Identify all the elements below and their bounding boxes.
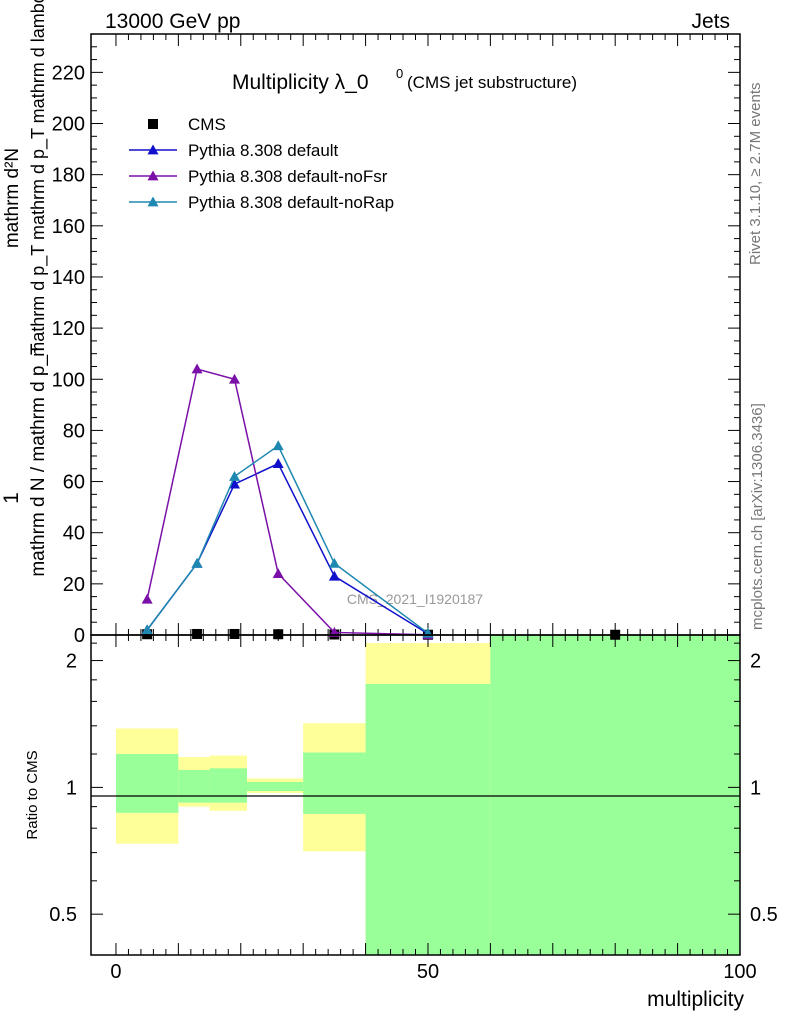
y-tick-label: 0	[74, 625, 85, 647]
data-point	[141, 624, 153, 635]
ratio-y-tick-label-right: 1	[750, 777, 761, 799]
title-sup: 0	[396, 66, 403, 81]
title-main: Multiplicity λ_0	[232, 71, 369, 94]
legend-marker	[147, 170, 159, 181]
legend-item: Pythia 8.308 default-noRap	[129, 193, 394, 212]
y-tick-label: 20	[63, 574, 85, 596]
series-pythia-8-308-default-nofsr	[141, 363, 434, 640]
watermark: CMS_2021_I1920187	[347, 591, 483, 607]
header-left: 13000 GeV pp	[105, 10, 240, 33]
legend-marker	[147, 144, 159, 155]
legend-label: Pythia 8.308 default	[188, 141, 339, 160]
y-tick-label: 200	[52, 114, 85, 136]
main-axis-ticks: 0 20 40 60 80 100 120 140 160 180 200 220	[52, 33, 741, 647]
series-group	[141, 363, 621, 640]
legend-marker	[147, 196, 159, 207]
x-tick-label: 100	[723, 961, 756, 983]
data-point	[328, 570, 340, 581]
data-point	[229, 470, 241, 481]
series-pythia-8-308-default	[141, 458, 434, 639]
series-line	[146, 368, 428, 636]
data-point	[229, 373, 241, 384]
legend-label: Pythia 8.308 default-noRap	[188, 193, 394, 212]
y-tick-label: 120	[52, 318, 85, 340]
ratio-y-tick-label-right: 0.5	[750, 904, 778, 926]
data-point	[191, 557, 203, 568]
legend-item: CMS	[148, 115, 226, 134]
ratio-y-tick-label: 0.5	[49, 904, 77, 926]
ylabel-prefix-den: mathrm d N / mathrm d p_T	[28, 343, 49, 577]
y-tick-label: 60	[63, 472, 85, 494]
ratio-band-stat	[178, 769, 210, 803]
data-point	[229, 478, 241, 489]
y-tick-label: 160	[52, 216, 85, 238]
ratio-y-tick-label: 1	[66, 777, 77, 799]
y-tick-label: 40	[63, 523, 85, 545]
legend-item: Pythia 8.308 default	[129, 141, 339, 160]
rivet-label: Rivet 3.1.10, ≥ 2.7M events	[747, 83, 764, 266]
data-point	[272, 568, 284, 579]
series-line	[146, 462, 429, 635]
ratio-band-stat	[365, 683, 491, 955]
title-sub: (CMS jet substructure)	[407, 73, 577, 92]
data-point	[328, 557, 340, 568]
y-tick-label: 140	[52, 267, 85, 289]
y-tick-label: 80	[63, 420, 85, 442]
data-point	[191, 363, 203, 374]
ratio-axis-ticks: 0 50 100 0.5 0.5 1 1 2 2	[49, 635, 778, 983]
series-pythia-8-308-default-norap	[141, 440, 434, 638]
ratio-y-tick-label: 2	[66, 651, 77, 673]
data-point	[272, 458, 284, 469]
ratio-band-stat	[209, 768, 248, 803]
ylabel-prefix-num: 1	[0, 492, 23, 504]
chart-title: Multiplicity λ_0 0 (CMS jet substructure…	[232, 66, 577, 94]
data-point	[229, 628, 240, 639]
series-line	[146, 444, 429, 634]
data-point	[141, 593, 153, 604]
y-tick-label: 220	[52, 62, 85, 84]
mcplots-label: mcplots.cern.ch [arXiv:1306.3436]	[749, 403, 766, 630]
x-axis-label: multiplicity	[647, 988, 744, 1011]
ylabel-numerator: mathrm d²N	[2, 148, 23, 248]
ratio-ylabel: Ratio to CMS	[24, 750, 41, 839]
ratio-band-stat	[247, 781, 304, 792]
y-axis-label: 1 mathrm d N / mathrm d p_T mathrm d²N m…	[0, 0, 49, 577]
x-tick-label: 50	[417, 961, 439, 983]
legend-marker	[148, 119, 158, 129]
legend: CMS Pythia 8.308 default Pythia 8.308 defa…	[129, 115, 394, 212]
y-tick-label: 100	[52, 369, 85, 391]
legend-label: Pythia 8.308 default-noFsr	[188, 167, 388, 186]
data-point	[192, 628, 203, 639]
y-tick-label: 180	[52, 165, 85, 187]
ratio-band-stat	[303, 752, 366, 814]
legend-item: Pythia 8.308 default-noFsr	[129, 167, 388, 186]
ratio-band-stat	[115, 754, 179, 813]
x-tick-label: 0	[110, 961, 121, 983]
legend-label: CMS	[188, 115, 226, 134]
ratio-bands	[115, 635, 740, 955]
ylabel-denominator: mathrm d p_T mathrm d p_T mathrm d lambd…	[28, 0, 49, 357]
ratio-panel-frame	[90, 634, 741, 956]
ratio-y-tick-label-right: 2	[750, 651, 761, 673]
data-point	[273, 629, 284, 640]
header-right: Jets	[691, 10, 730, 33]
data-point	[272, 440, 284, 451]
ratio-band-stat	[490, 635, 740, 955]
